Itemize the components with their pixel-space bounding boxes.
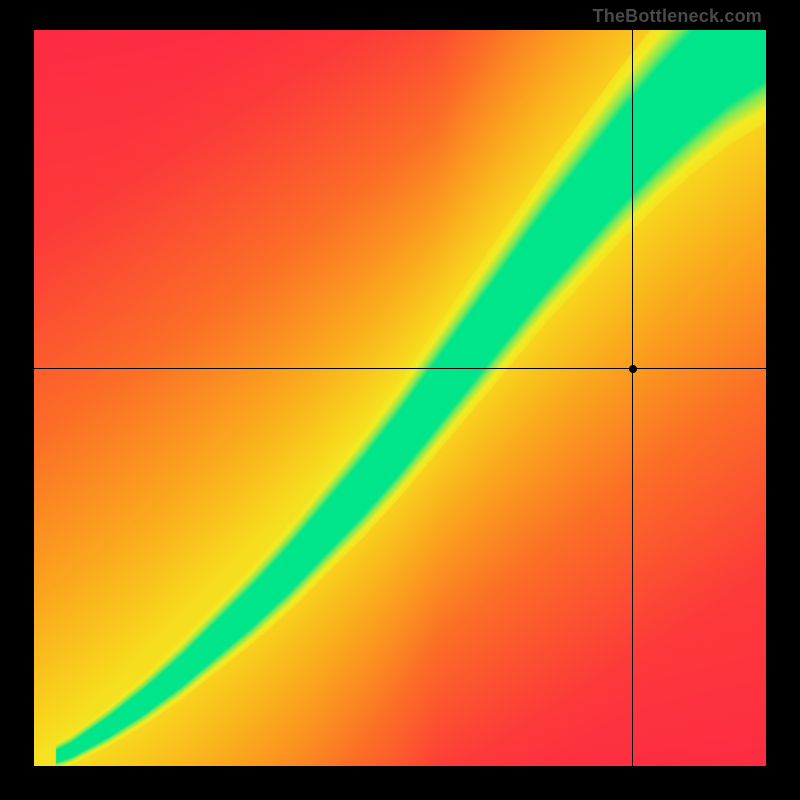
crosshair-marker bbox=[629, 365, 637, 373]
heatmap-canvas bbox=[34, 30, 766, 766]
watermark-text: TheBottleneck.com bbox=[593, 6, 762, 27]
chart-container: TheBottleneck.com bbox=[0, 0, 800, 800]
plot-area bbox=[34, 30, 766, 766]
crosshair-horizontal bbox=[34, 368, 766, 369]
crosshair-vertical bbox=[632, 30, 633, 766]
